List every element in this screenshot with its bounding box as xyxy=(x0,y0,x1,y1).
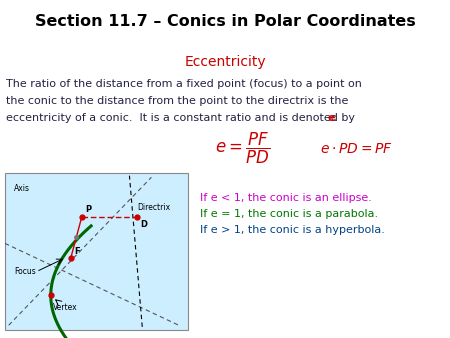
Text: $e = \dfrac{PF}{PD}$: $e = \dfrac{PF}{PD}$ xyxy=(215,131,270,166)
Text: Section 11.7 – Conics in Polar Coordinates: Section 11.7 – Conics in Polar Coordinat… xyxy=(35,15,415,29)
Bar xyxy=(5,172,188,330)
Text: Vertex: Vertex xyxy=(53,303,77,312)
Text: $e \cdot PD = PF$: $e \cdot PD = PF$ xyxy=(320,142,393,155)
Text: Axis: Axis xyxy=(14,184,30,193)
Text: P: P xyxy=(85,204,91,214)
Text: .: . xyxy=(334,113,338,123)
Text: the conic to the distance from the point to the directrix is the: the conic to the distance from the point… xyxy=(6,96,348,106)
Text: F: F xyxy=(74,247,80,256)
Text: If e > 1, the conic is a hyperbola.: If e > 1, the conic is a hyperbola. xyxy=(200,225,385,235)
Text: Focus: Focus xyxy=(14,267,36,276)
Text: If e = 1, the conic is a parabola.: If e = 1, the conic is a parabola. xyxy=(200,210,378,219)
Text: Eccentricity: Eccentricity xyxy=(184,55,266,69)
Text: The ratio of the distance from a fixed point (focus) to a point on: The ratio of the distance from a fixed p… xyxy=(6,79,362,89)
Text: D: D xyxy=(140,220,147,228)
Text: If e < 1, the conic is an ellipse.: If e < 1, the conic is an ellipse. xyxy=(200,193,372,203)
Text: e: e xyxy=(327,113,334,123)
Text: Directrix: Directrix xyxy=(137,203,170,212)
Text: eccentricity of a conic.  It is a constant ratio and is denoted by: eccentricity of a conic. It is a constan… xyxy=(6,113,359,123)
